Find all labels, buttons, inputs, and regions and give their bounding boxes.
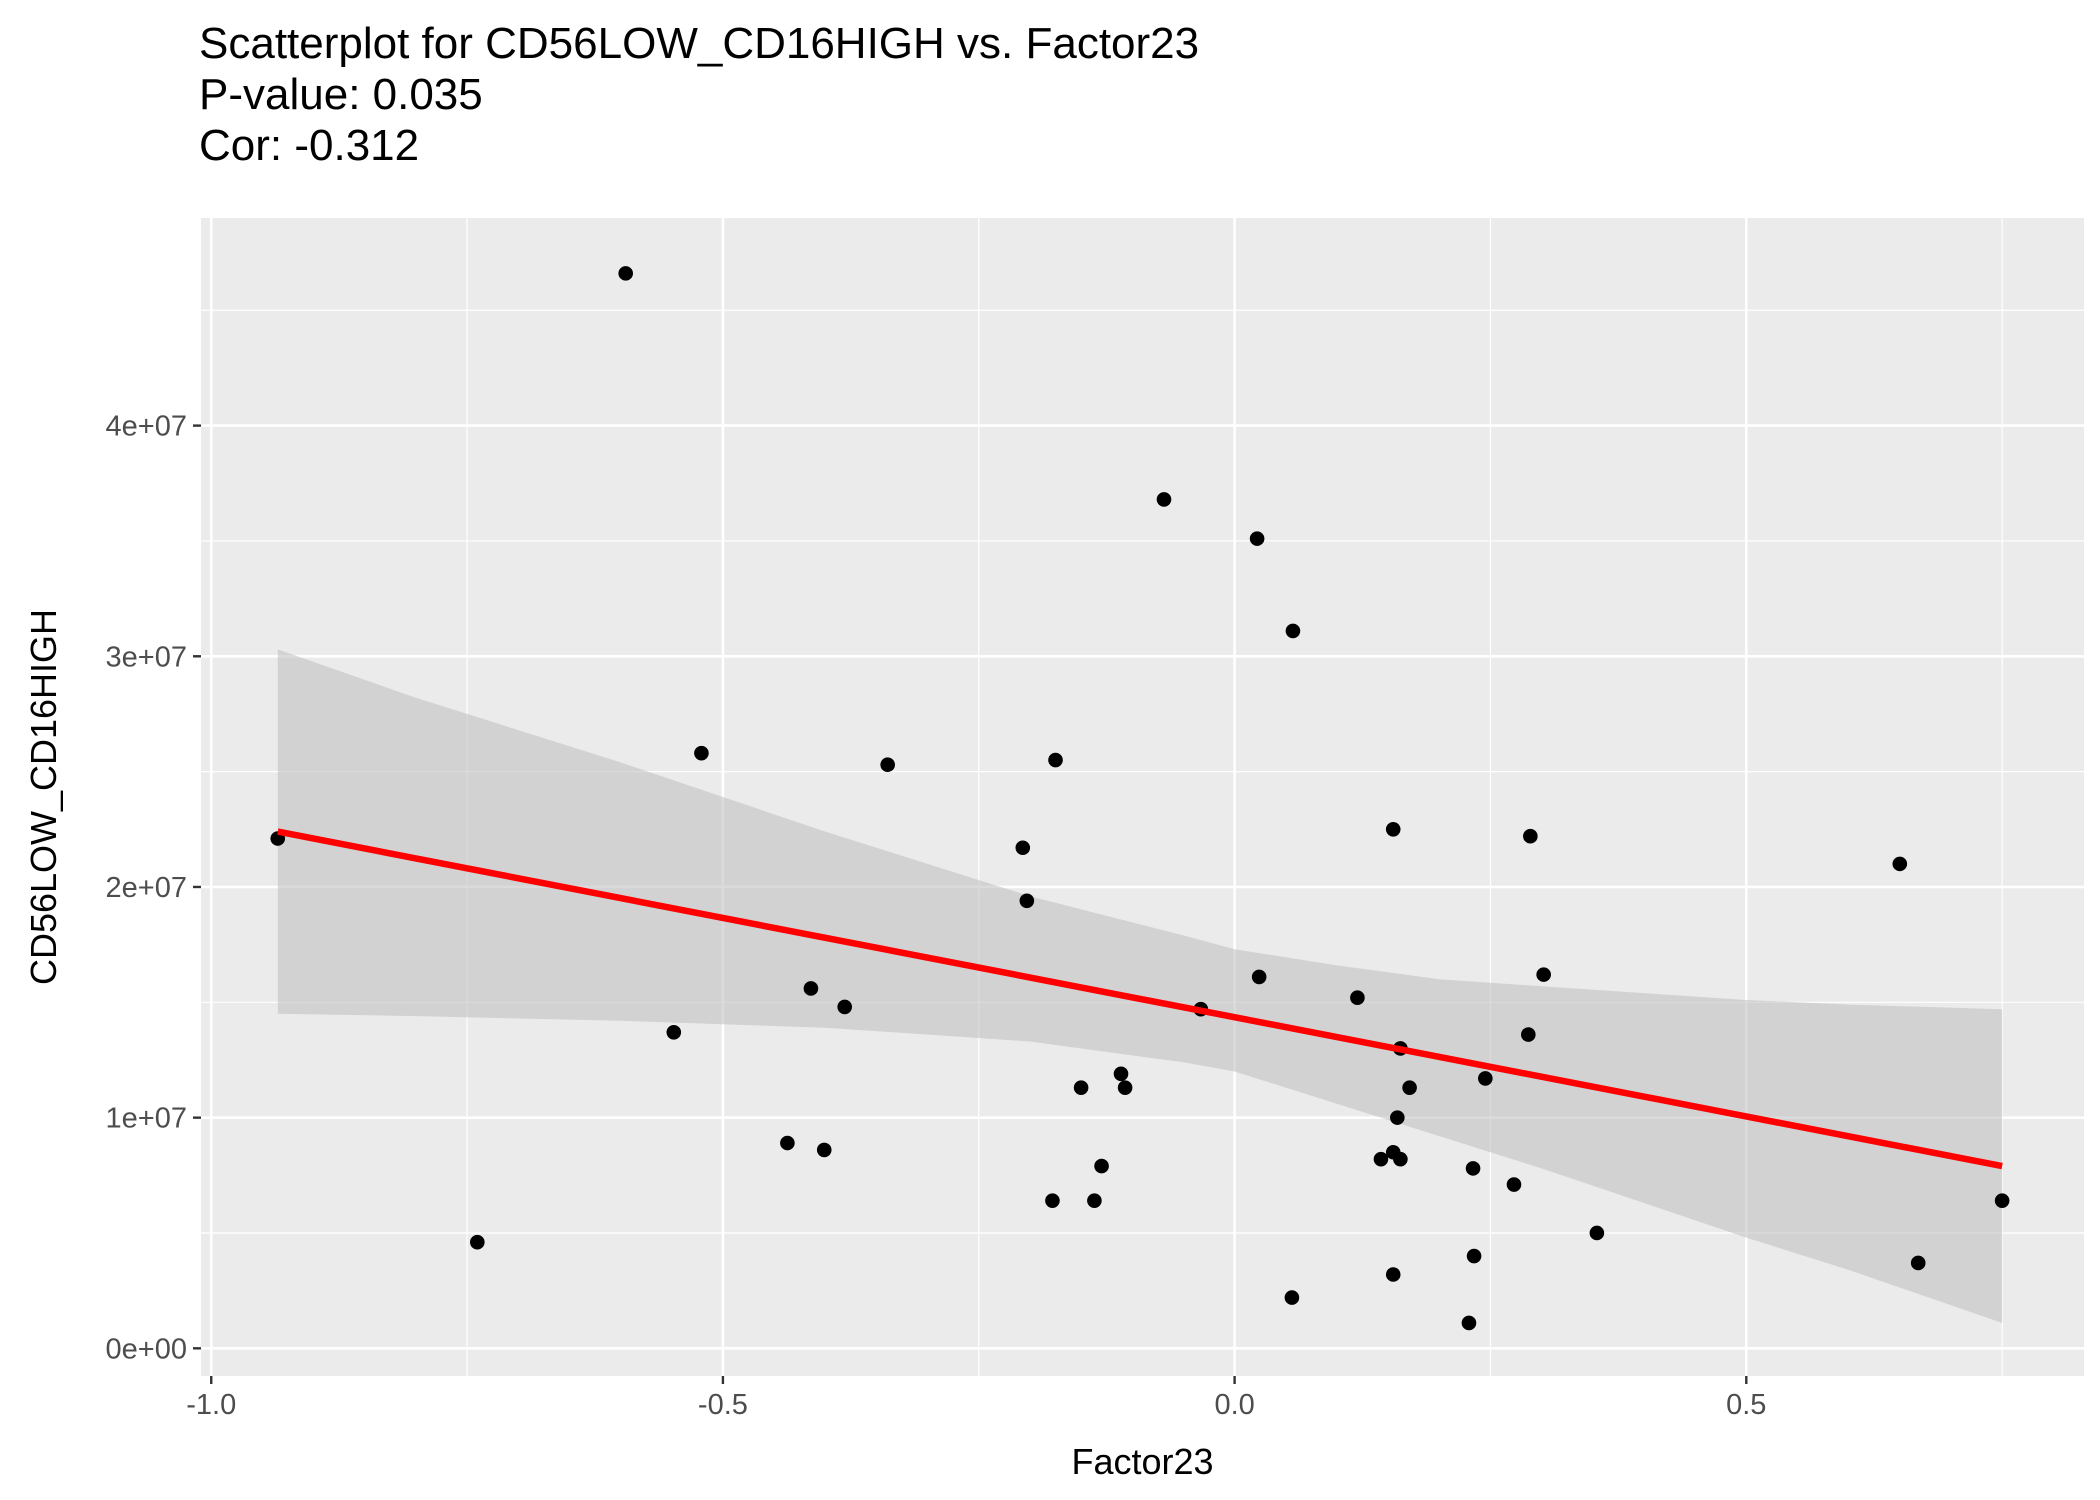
- title-block: Scatterplot for CD56LOW_CD16HIGH vs. Fac…: [199, 18, 1199, 171]
- data-point: [803, 981, 819, 996]
- data-point: [1350, 990, 1365, 1005]
- data-point: [1156, 492, 1172, 507]
- x-tick-label: 0.5: [1726, 1389, 1766, 1421]
- p-value-label: P-value: 0.035: [199, 70, 483, 119]
- data-point: [618, 266, 633, 281]
- data-point: [1087, 1193, 1102, 1208]
- data-point: [1385, 821, 1401, 837]
- data-point: [1461, 1315, 1477, 1331]
- data-point: [1045, 1193, 1060, 1208]
- x-axis: -1.0 -0.5 0.0 0.5: [186, 1376, 1766, 1421]
- data-point: [1385, 1267, 1401, 1282]
- data-point: [1478, 1071, 1493, 1086]
- data-point: [1113, 1066, 1129, 1082]
- confidence-band: [277, 649, 2003, 1323]
- data-point: [1073, 1080, 1089, 1095]
- data-point: [837, 999, 852, 1015]
- data-point: [1284, 1290, 1300, 1305]
- data-point: [1094, 1158, 1109, 1174]
- regression-line: [277, 828, 2003, 1170]
- data-point: [816, 1142, 832, 1158]
- data-point: [1402, 1080, 1417, 1095]
- data-point: [880, 757, 895, 773]
- data-point: [1393, 1151, 1408, 1167]
- chart-title: Scatterplot for CD56LOW_CD16HIGH vs. Fac…: [199, 19, 1200, 68]
- data-point: [1048, 752, 1063, 768]
- data-point: [1285, 623, 1301, 639]
- data-point: [1589, 1225, 1605, 1241]
- y-axis: 0e+00 1e+07 2e+07 3e+07 4e+07: [106, 411, 201, 1365]
- data-point: [780, 1135, 795, 1151]
- data-point: [1523, 828, 1538, 844]
- data-point: [1117, 1080, 1133, 1095]
- data-point: [470, 1234, 485, 1250]
- data-point: [1521, 1027, 1536, 1042]
- y-tick-label: 0e+00: [106, 1333, 187, 1365]
- data-point: [1390, 1110, 1405, 1125]
- y-tick-label: 3e+07: [106, 641, 187, 673]
- data-point: [1506, 1177, 1522, 1192]
- data-point: [1373, 1151, 1389, 1167]
- y-tick-label: 1e+07: [106, 1103, 187, 1135]
- x-tick-label: -0.5: [698, 1389, 748, 1421]
- major-gridlines: [201, 218, 2084, 1376]
- data-point: [1994, 1193, 2010, 1208]
- data-point: [1015, 840, 1031, 856]
- data-point: [666, 1024, 682, 1040]
- data-point: [1465, 1161, 1481, 1176]
- data-point: [1249, 531, 1265, 546]
- y-axis-title: CD56LOW_CD16HIGH: [23, 609, 64, 985]
- x-tick-label: -1.0: [186, 1389, 236, 1421]
- data-point: [1466, 1248, 1482, 1264]
- data-point: [1892, 856, 1908, 872]
- data-point: [1910, 1255, 1926, 1271]
- correlation-label: Cor: -0.312: [199, 121, 420, 170]
- data-point: [694, 745, 709, 761]
- y-tick-label: 2e+07: [106, 872, 187, 904]
- data-point: [1536, 967, 1551, 982]
- y-tick-label: 4e+07: [106, 411, 187, 443]
- x-tick-label: 0.0: [1214, 1389, 1254, 1421]
- data-point: [1251, 969, 1267, 985]
- x-axis-title: Factor23: [1071, 1441, 1213, 1482]
- data-point: [1019, 893, 1035, 909]
